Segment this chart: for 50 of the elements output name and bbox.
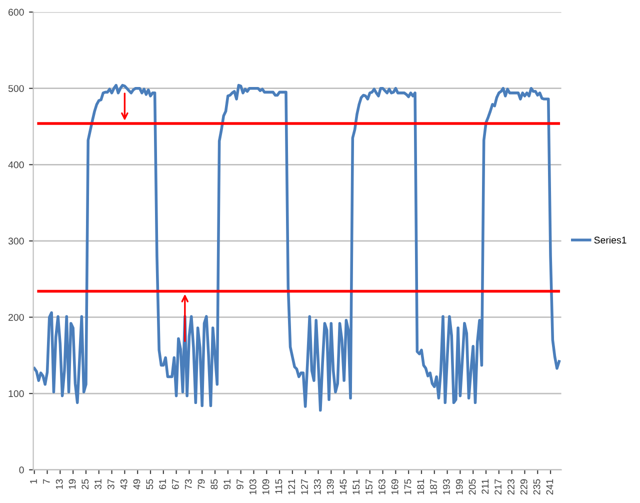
y-tick-label: 500	[8, 85, 24, 92]
x-tick-label: 133	[314, 479, 321, 494]
x-tick-label: 229	[520, 479, 528, 495]
x-tick-label: 175	[404, 479, 412, 494]
x-tick-label: 1	[30, 479, 37, 484]
x-tick-label: 7	[43, 479, 50, 484]
x-tick-label: 145	[340, 479, 347, 494]
y-tick-label: 600	[8, 8, 24, 16]
x-tick-label: 103	[249, 479, 256, 494]
x-tick-label: 241	[546, 479, 554, 495]
x-tick-label: 61	[159, 479, 166, 490]
y-tick-label: 400	[8, 161, 24, 168]
x-tick-label: 199	[456, 479, 463, 494]
x-tick-label: 187	[430, 479, 437, 494]
x-tick-label: 85	[210, 479, 218, 490]
x-tick-label: 13	[56, 479, 63, 489]
x-tick-label: 25	[82, 479, 89, 490]
y-tick-label: 200	[8, 314, 24, 321]
x-tick-label: 193	[443, 479, 450, 494]
x-tick-label: 223	[508, 479, 514, 495]
x-tick-label: 19	[68, 479, 76, 489]
y-tick-label: 0	[19, 466, 24, 474]
x-tick-label: 73	[184, 479, 192, 490]
x-tick-label: 115	[275, 479, 282, 494]
x-tick-label: 37	[108, 479, 114, 490]
x-tick-label: 205	[468, 479, 476, 495]
x-tick-label: 163	[378, 479, 386, 494]
x-tick-label: 211	[482, 479, 489, 494]
x-tick-label: 79	[198, 479, 205, 490]
x-tick-label: 49	[133, 479, 140, 490]
y-tick-label: 100	[8, 390, 24, 398]
x-tick-label: 97	[236, 479, 244, 490]
legend-label: Series1	[594, 236, 626, 244]
x-tick-label: 151	[352, 479, 360, 494]
x-tick-label: 169	[391, 479, 398, 494]
x-tick-label: 109	[262, 479, 270, 494]
x-tick-label: 55	[146, 479, 154, 490]
x-tick-label: 43	[120, 479, 128, 490]
x-tick-label: 121	[288, 479, 295, 494]
y-tick-label: 300	[8, 238, 24, 245]
x-tick-label: 31	[94, 479, 102, 490]
line-series	[33, 84, 561, 412]
x-tick-label: 235	[533, 479, 540, 495]
x-tick-label: 139	[326, 479, 334, 494]
x-tick-label: 67	[172, 479, 179, 490]
x-tick-label: 181	[417, 479, 424, 494]
x-tick-label: 127	[301, 479, 308, 494]
x-tick-label: 157	[366, 479, 372, 494]
x-tick-label: 91	[224, 479, 231, 490]
x-tick-label: 217	[494, 479, 502, 495]
